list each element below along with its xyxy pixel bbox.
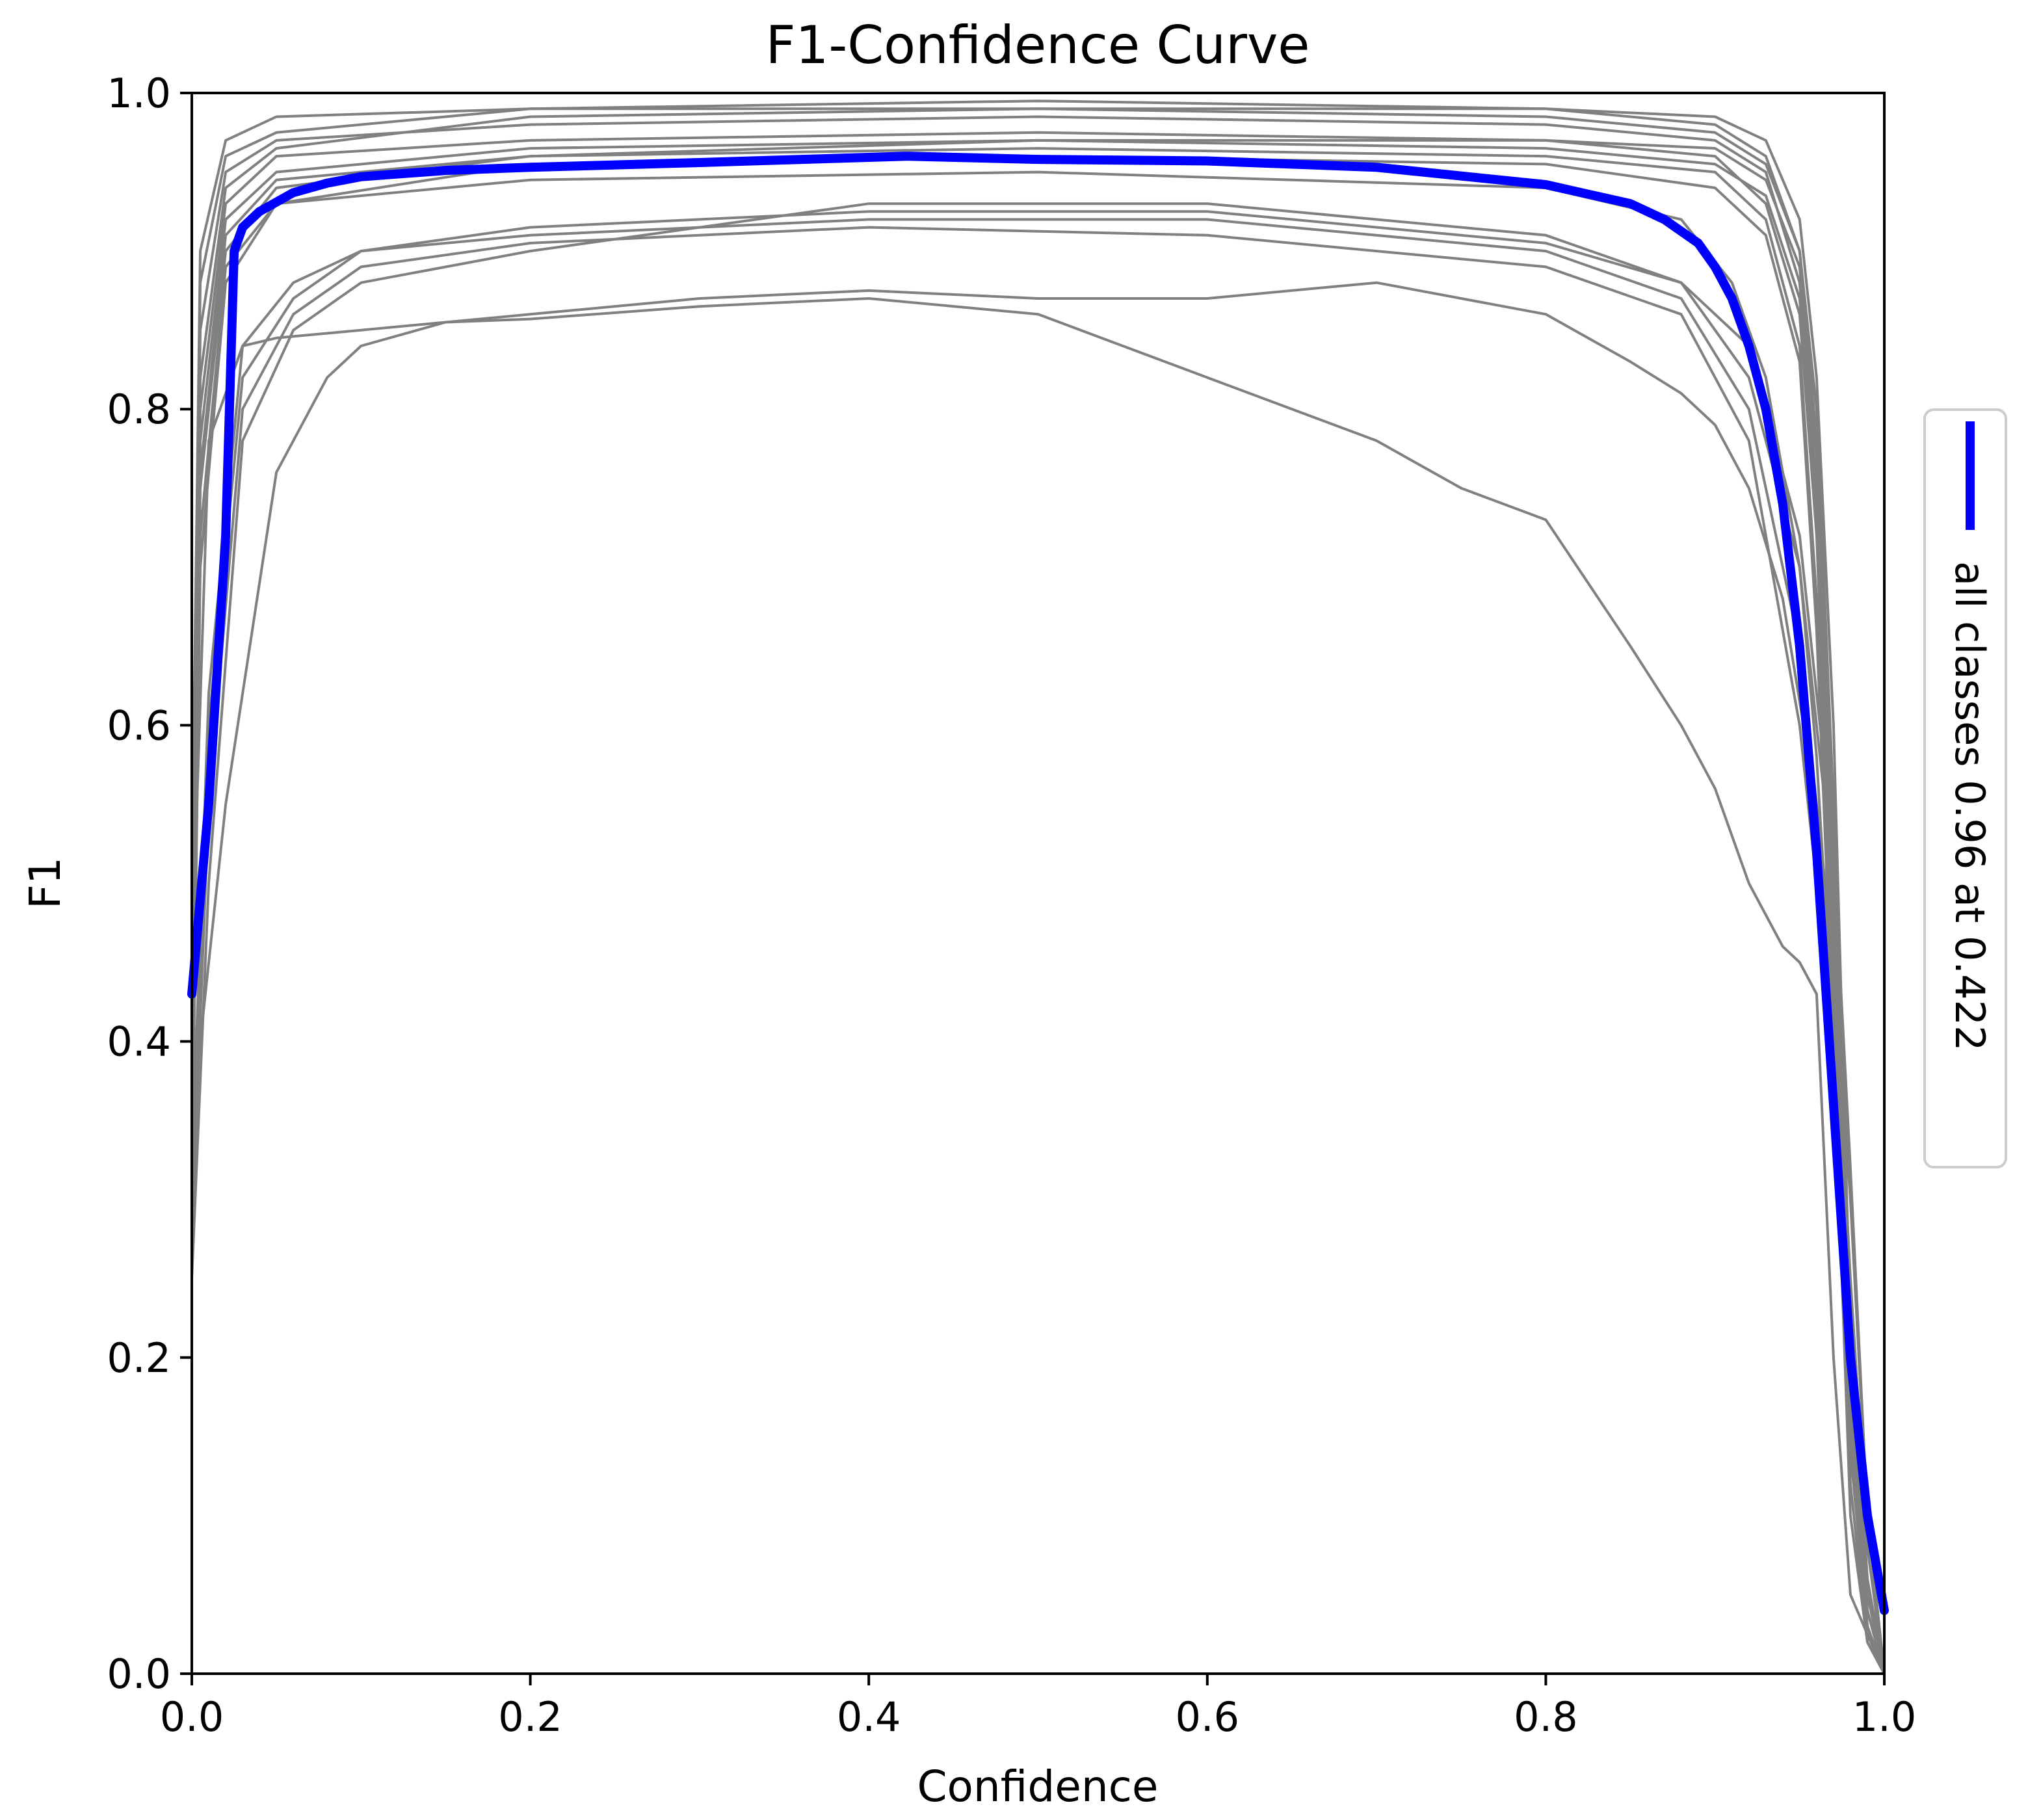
x-tick-label-4: 0.8 [1514, 1693, 1578, 1741]
class-line-14 [191, 99, 1886, 1675]
plot-frame [191, 92, 1886, 1675]
x-axis-label: Confidence [917, 1761, 1158, 1812]
class-line-11 [191, 281, 1886, 1675]
x-tick-label-0: 0.0 [160, 1693, 224, 1741]
chart-title: F1-Confidence Curve [765, 15, 1310, 75]
legend-box [1923, 408, 2007, 1168]
class-line-15 [191, 210, 1886, 1675]
axis-ticks: 0.0 0.2 0.4 0.6 0.8 1.0 0.0 0.2 0.4 0.6 0.8 1.0 [107, 70, 1916, 1741]
x-tick-label-2: 0.4 [837, 1693, 901, 1741]
x-tick-label-3: 0.6 [1175, 1693, 1239, 1741]
class-line-1 [191, 107, 1886, 1675]
class-line-6 [191, 155, 1886, 1675]
y-tick-label-0: 0.0 [107, 1650, 171, 1698]
class-line-10 [191, 297, 1886, 1675]
y-tick-label-5: 1.0 [107, 70, 171, 117]
class-line-9 [191, 202, 1886, 1675]
y-tick-label-3: 0.6 [107, 702, 171, 749]
plot-lines [187, 99, 1889, 1675]
legend-entry-all-classes: all classes 0.96 at 0.422 [1946, 561, 1994, 1051]
class-line-13 [191, 170, 1886, 1675]
class-line-4 [191, 147, 1886, 1675]
y-axis-label: F1 [20, 857, 70, 909]
x-tick-label-1: 0.2 [498, 1693, 562, 1741]
class-line-5 [191, 107, 1886, 1675]
y-tick-label-2: 0.4 [107, 1018, 171, 1066]
class-line-8 [191, 226, 1886, 1675]
y-tick-label-1: 0.2 [107, 1334, 171, 1382]
class-line-16 [191, 138, 1886, 1675]
class-line-12 [191, 138, 1886, 1675]
y-tick-label-4: 0.8 [107, 386, 171, 433]
class-line-3 [191, 131, 1886, 1675]
class-line-7 [191, 218, 1886, 1675]
legend: all classes 0.96 at 0.422 [1923, 408, 2007, 1168]
class-line-2 [191, 115, 1886, 1675]
all-classes-line [187, 152, 1889, 1615]
x-tick-label-5: 1.0 [1852, 1693, 1917, 1741]
